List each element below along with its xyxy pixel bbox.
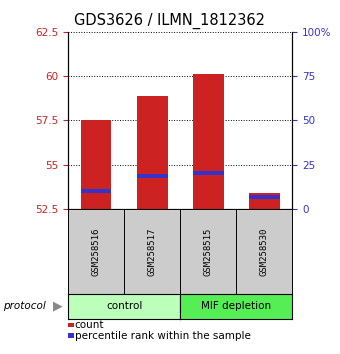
Text: protocol: protocol bbox=[3, 301, 46, 311]
Text: MIF depletion: MIF depletion bbox=[201, 301, 271, 311]
Text: ▶: ▶ bbox=[53, 300, 63, 313]
Bar bbox=[193, 171, 224, 175]
Bar bbox=[249, 195, 280, 199]
Text: GSM258516: GSM258516 bbox=[91, 227, 101, 275]
Bar bbox=[137, 174, 168, 178]
Bar bbox=[249, 193, 280, 209]
Text: GSM258515: GSM258515 bbox=[204, 227, 213, 275]
Text: GSM258517: GSM258517 bbox=[148, 227, 157, 275]
Text: GSM258530: GSM258530 bbox=[260, 227, 269, 275]
Text: GDS3626 / ILMN_1812362: GDS3626 / ILMN_1812362 bbox=[74, 13, 266, 29]
Bar bbox=[137, 96, 168, 209]
Bar bbox=[193, 74, 224, 209]
Text: count: count bbox=[75, 320, 104, 330]
Bar bbox=[81, 120, 112, 209]
Text: percentile rank within the sample: percentile rank within the sample bbox=[75, 331, 251, 341]
Text: control: control bbox=[106, 301, 142, 311]
Bar bbox=[81, 189, 112, 193]
